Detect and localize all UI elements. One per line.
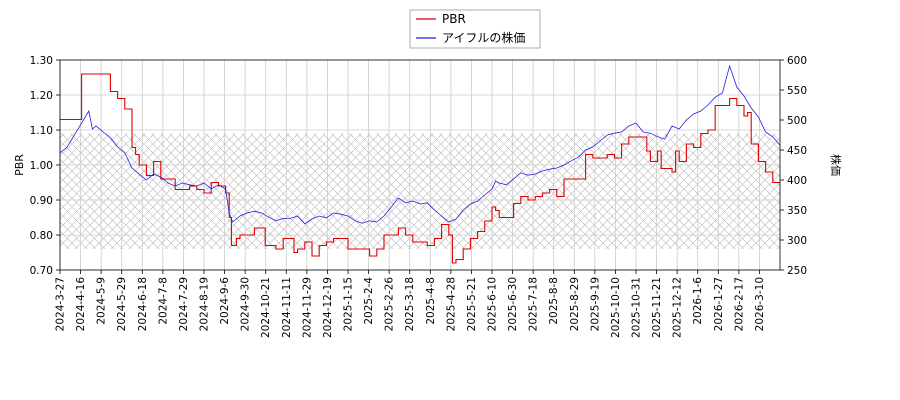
x-axis: 2024-3-27 2024-4-16 2024-5-9 2024-5-29 2024-… — [55, 270, 766, 338]
x-tick-label: 2025-11-21 — [651, 277, 663, 338]
x-tick-label: 2026-2-17 — [733, 277, 745, 331]
left-tick-label: 1.10 — [30, 125, 53, 137]
x-tick-label: 2025-8-8 — [548, 277, 560, 325]
right-tick-label: 250 — [787, 265, 807, 277]
x-tick-label: 2024-5-9 — [96, 277, 108, 325]
x-tick-label: 2026-3-10 — [754, 277, 766, 331]
right-axis-title: 株価 — [829, 154, 843, 176]
right-tick-label: 500 — [787, 115, 807, 127]
x-tick-label: 2024-7-29 — [178, 277, 190, 331]
x-tick-label: 2026-1-6 — [692, 277, 704, 325]
right-tick-label: 550 — [787, 85, 807, 97]
x-tick-label: 2024-8-19 — [199, 277, 211, 331]
x-tick-label: 2025-9-19 — [589, 277, 601, 331]
left-tick-label: 1.20 — [30, 90, 53, 102]
left-tick-label: 0.70 — [30, 265, 53, 277]
x-tick-label: 2025-8-29 — [569, 277, 581, 331]
x-tick-label: 2025-5-21 — [466, 277, 478, 331]
x-tick-label: 2024-3-27 — [55, 277, 67, 331]
right-tick-label: 400 — [787, 175, 807, 187]
x-tick-label: 2025-10-10 — [610, 277, 622, 338]
legend-label-stock: アイフルの株価 — [442, 30, 525, 45]
x-tick-label: 2024-7-8 — [157, 277, 169, 325]
legend: PBR アイフルの株価 — [409, 9, 541, 49]
x-tick-label: 2025-10-31 — [631, 277, 643, 338]
hatched-band — [60, 133, 780, 249]
x-tick-label: 2024-5-29 — [116, 277, 128, 331]
grid — [59, 59, 780, 271]
x-tick-label: 2024-11-11 — [281, 277, 293, 338]
x-tick-label: 2025-6-10 — [487, 277, 499, 331]
x-tick-label: 2024-11-29 — [301, 277, 313, 338]
left-tick-label: 1.00 — [30, 160, 53, 172]
series-line-stock-price — [60, 64, 780, 225]
left-tick-label: 0.80 — [30, 230, 53, 242]
legend-box — [409, 9, 541, 49]
x-tick-label: 2024-9-6 — [219, 277, 231, 325]
series-layer — [60, 64, 780, 264]
x-tick-label: 2024-6-18 — [137, 277, 149, 331]
x-tick-label: 2026-1-27 — [713, 277, 725, 331]
x-tick-label: 2025-2-4 — [363, 277, 375, 325]
x-tick-label: 2024-10-21 — [260, 277, 272, 338]
x-tick-label: 2025-1-15 — [343, 277, 355, 331]
left-tick-label: 1.30 — [30, 55, 53, 67]
x-tick-label: 2025-6-30 — [507, 277, 519, 331]
x-tick-label: 2025-7-18 — [528, 277, 540, 331]
right-tick-label: 350 — [787, 205, 807, 217]
legend-label-pbr: PBR — [442, 12, 466, 26]
right-tick-label: 600 — [787, 55, 807, 67]
right-axis: 250 300 350 400 450 500 550 600 — [780, 55, 807, 277]
x-tick-label: 2025-3-18 — [404, 277, 416, 331]
right-tick-label: 450 — [787, 145, 807, 157]
x-tick-label: 2025-12-12 — [672, 277, 684, 338]
series-line-pbr — [60, 73, 780, 264]
left-tick-label: 0.90 — [30, 195, 53, 207]
x-tick-label: 2024-4-16 — [75, 277, 87, 332]
x-tick-label: 2024-9-30 — [240, 277, 252, 331]
x-tick-label: 2024-12-19 — [322, 277, 334, 338]
x-tick-label: 2025-4-28 — [445, 277, 457, 331]
right-tick-label: 300 — [787, 235, 807, 247]
x-tick-label: 2025-2-26 — [384, 277, 396, 332]
x-tick-label: 2025-4-8 — [425, 277, 437, 325]
left-axis: 0.70 0.80 0.90 1.00 1.10 1.20 1.30 — [30, 55, 60, 277]
left-axis-title: PBR — [13, 154, 26, 176]
